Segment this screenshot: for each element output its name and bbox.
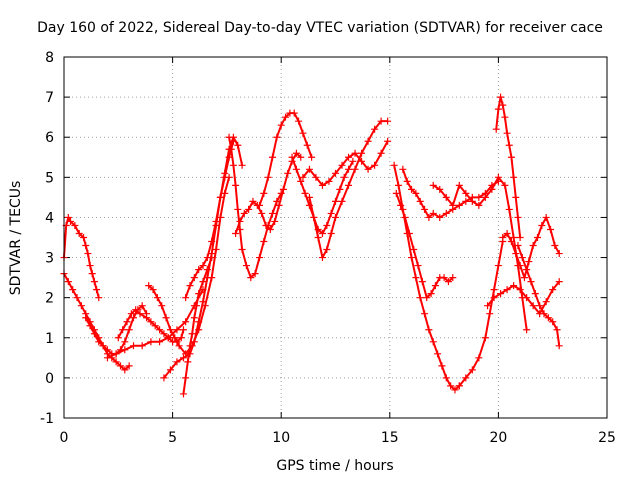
- x-tick-label: 20: [489, 430, 507, 446]
- series-arc-2: [60, 270, 133, 374]
- series-arc-22: [499, 213, 563, 282]
- series-arc-9: [182, 137, 237, 302]
- y-axis-label: SDTVAR / TECUs: [8, 181, 24, 296]
- y-tick-label: 1: [45, 331, 54, 347]
- series-arc-23: [484, 278, 563, 318]
- data-points: [60, 93, 563, 398]
- trace-line: [234, 152, 302, 234]
- trace-line: [291, 156, 354, 235]
- trace-line: [117, 308, 185, 343]
- y-tick-label: 4: [45, 210, 54, 226]
- x-tick-label: 10: [272, 430, 290, 446]
- marker-set: [299, 137, 392, 189]
- trace-line: [458, 241, 504, 387]
- trace-line: [308, 120, 388, 259]
- series-arc-1: [60, 213, 103, 302]
- series-arc-12: [255, 109, 316, 209]
- x-axis-label: GPS time / hours: [276, 458, 393, 474]
- trace-line: [401, 168, 499, 219]
- y-tick-label: -1: [40, 411, 54, 427]
- trace-line: [395, 193, 454, 299]
- series-arc-21: [492, 93, 524, 241]
- x-tick-label: 0: [60, 430, 69, 446]
- series-arc-24: [514, 242, 563, 350]
- trace-line: [302, 140, 389, 187]
- marker-set: [288, 153, 357, 237]
- trace-line: [182, 257, 213, 395]
- trace-line: [495, 96, 522, 238]
- x-tick-label: 15: [381, 430, 399, 446]
- trace-line: [258, 112, 313, 206]
- series-arc-4: [114, 306, 187, 346]
- y-tick-label: 7: [45, 90, 54, 106]
- trace-line: [184, 140, 235, 299]
- series-arc-10: [225, 133, 285, 282]
- series-arc-18: [392, 189, 457, 302]
- series-arc-8: [179, 254, 216, 398]
- trace-line: [148, 177, 231, 355]
- y-tick-label: 8: [45, 50, 54, 66]
- grid: [64, 57, 607, 418]
- series-arc-17: [455, 238, 507, 390]
- y-tick-label: 3: [45, 251, 54, 267]
- y-tick-label: 5: [45, 170, 54, 186]
- trace-line: [486, 280, 560, 315]
- plot-frame: [63, 56, 608, 419]
- y-tick-label: 6: [45, 130, 54, 146]
- trace-line: [517, 245, 561, 346]
- series-arc-14: [305, 117, 392, 262]
- series-arc-11: [232, 149, 305, 237]
- y-tick-label: 0: [45, 371, 54, 387]
- x-tick-label: 5: [168, 430, 177, 446]
- series-arc-15: [299, 137, 392, 189]
- trace-line: [228, 137, 283, 279]
- trace-line: [107, 289, 204, 359]
- marker-set: [225, 133, 285, 282]
- series-arc-19: [399, 165, 502, 221]
- trace-line: [502, 216, 561, 279]
- trace-line: [432, 176, 528, 330]
- x-tick-label: 25: [598, 430, 616, 446]
- chart-title: Day 160 of 2022, Sidereal Day-to-day VTE…: [37, 20, 603, 36]
- y-tick-label: 2: [45, 291, 54, 307]
- trace-line: [393, 165, 460, 391]
- marker-set: [499, 213, 563, 282]
- trace-line: [63, 216, 100, 298]
- series-arc-20: [429, 173, 531, 334]
- series-arc-13: [288, 153, 357, 237]
